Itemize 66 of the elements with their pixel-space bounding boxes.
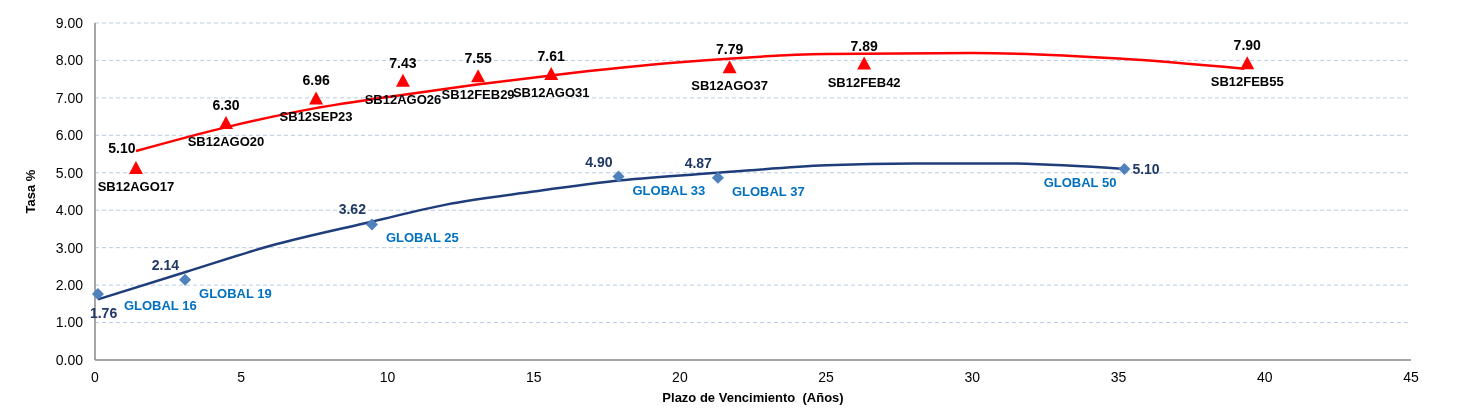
annotation: SB12FEB42 — [827, 74, 901, 90]
y-tick-label: 3.00 — [55, 239, 84, 256]
y-tick-label: 2.00 — [55, 277, 84, 294]
data-label: 7.90 — [1233, 37, 1262, 54]
y-tick-label: 9.00 — [55, 14, 84, 31]
point — [711, 171, 724, 184]
annotation: SB12AGO17 — [97, 179, 175, 195]
x-axis-title: Plazo de Vencimiento (Años) — [662, 390, 844, 405]
annotation: SB12FEB29 — [441, 87, 515, 103]
y-tick-label: 8.00 — [55, 52, 84, 69]
annotation: GLOBAL 19 — [199, 285, 272, 301]
x-tick-label: 5 — [237, 369, 246, 385]
point — [857, 56, 872, 70]
data-label: 1.76 — [89, 305, 118, 322]
x-tick-label: 40 — [1256, 369, 1273, 385]
y-tick-label: 6.00 — [55, 127, 84, 144]
data-label: 3.62 — [338, 201, 367, 218]
data-label: 6.30 — [212, 97, 240, 114]
annotation: SB12AGO20 — [187, 134, 265, 150]
x-tick-label: 35 — [1110, 369, 1127, 385]
point — [722, 60, 737, 74]
annotation: SB12AGO37 — [691, 78, 768, 94]
data-label: 4.90 — [585, 153, 613, 170]
y-tick-label: 4.00 — [55, 202, 84, 219]
annotation: GLOBAL 37 — [731, 183, 805, 199]
x-tick-label: 10 — [379, 369, 396, 385]
point — [471, 69, 486, 83]
x-tick-label: 20 — [672, 369, 688, 385]
y-tick-label: 1.00 — [55, 314, 84, 331]
data-label: 5.10 — [108, 140, 136, 157]
data-label: 7.79 — [715, 41, 744, 58]
point — [219, 116, 234, 130]
point — [179, 273, 192, 286]
y-tick-label: 5.00 — [55, 164, 84, 181]
point — [612, 170, 625, 183]
annotation: SB12AGO26 — [364, 91, 442, 107]
data-label: 7.89 — [850, 37, 878, 54]
point — [128, 161, 143, 175]
annotation: GLOBAL 16 — [123, 298, 197, 314]
point — [309, 91, 324, 105]
y-tick-label: 7.00 — [55, 89, 84, 106]
x-tick-label: 45 — [1403, 369, 1419, 385]
data-label: 5.10 — [1132, 161, 1160, 178]
annotation: GLOBAL 25 — [385, 230, 459, 246]
x-tick-label: 25 — [818, 369, 835, 385]
x-tick-label: 30 — [964, 369, 981, 385]
annotation: SB12FEB55 — [1210, 74, 1284, 90]
point — [544, 67, 559, 81]
data-label: 7.55 — [464, 50, 492, 67]
y-axis-title: Tasa % — [23, 169, 38, 214]
point — [1118, 163, 1131, 176]
point — [395, 73, 410, 87]
data-label: 7.61 — [537, 48, 566, 65]
annotation: GLOBAL 33 — [632, 182, 706, 198]
data-label: 6.96 — [302, 72, 330, 89]
point — [91, 288, 104, 301]
point — [365, 218, 378, 231]
y-tick-label: 0.00 — [55, 351, 84, 368]
data-label: 7.43 — [389, 54, 417, 71]
data-label: 2.14 — [151, 256, 180, 273]
x-tick-label: 15 — [525, 369, 542, 385]
annotation: GLOBAL 50 — [1043, 175, 1117, 191]
data-label: 4.87 — [684, 154, 713, 171]
point — [1240, 56, 1255, 70]
x-tick-label: 0 — [91, 369, 100, 385]
annotation: SB12SEP23 — [279, 109, 353, 125]
